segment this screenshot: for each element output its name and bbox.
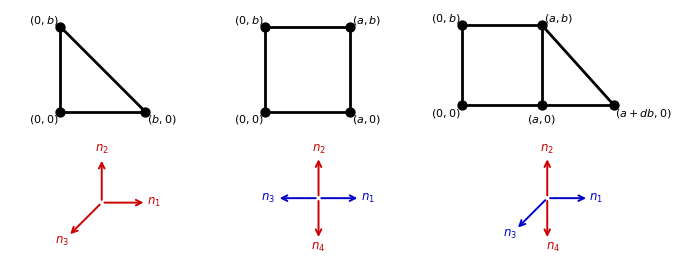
- Point: [345, 110, 356, 114]
- Point: [140, 110, 151, 114]
- Text: $n_{3}$: $n_{3}$: [503, 228, 516, 241]
- Text: $n_{4}$: $n_{4}$: [312, 241, 325, 254]
- Text: $(a,b)$: $(a,b)$: [351, 14, 381, 27]
- Text: $(a,b)$: $(a,b)$: [544, 12, 573, 25]
- Text: $(a,0)$: $(a,0)$: [351, 113, 381, 126]
- Text: $n_{2}$: $n_{2}$: [540, 143, 554, 156]
- Point: [536, 103, 547, 107]
- Text: $n_{2}$: $n_{2}$: [95, 143, 109, 156]
- Text: $(0,b)$: $(0,b)$: [234, 14, 263, 27]
- Text: $n_{2}$: $n_{2}$: [312, 143, 325, 156]
- Point: [55, 24, 66, 29]
- Text: $(0,b)$: $(0,b)$: [29, 14, 58, 27]
- Text: $(0,0)$: $(0,0)$: [234, 113, 263, 126]
- Point: [55, 110, 66, 114]
- Point: [608, 103, 619, 107]
- Point: [345, 24, 356, 29]
- Text: $(a,0)$: $(a,0)$: [527, 113, 557, 126]
- Text: $(b,0)$: $(b,0)$: [147, 113, 177, 126]
- Text: $n_{3}$: $n_{3}$: [55, 235, 68, 248]
- Point: [536, 23, 547, 27]
- Text: $(a+db,0)$: $(a+db,0)$: [615, 107, 673, 120]
- Text: $n_{3}$: $n_{3}$: [261, 192, 275, 205]
- Text: $(0,0)$: $(0,0)$: [431, 107, 460, 120]
- Text: $(0,0)$: $(0,0)$: [29, 113, 58, 126]
- Point: [457, 23, 468, 27]
- Text: $n_{4}$: $n_{4}$: [547, 241, 560, 254]
- Point: [260, 110, 271, 114]
- Text: $n_{1}$: $n_{1}$: [147, 196, 162, 209]
- Text: $n_{1}$: $n_{1}$: [590, 192, 603, 205]
- Point: [260, 24, 271, 29]
- Text: $n_{1}$: $n_{1}$: [361, 192, 375, 205]
- Text: $(0,b)$: $(0,b)$: [431, 12, 460, 25]
- Point: [457, 103, 468, 107]
